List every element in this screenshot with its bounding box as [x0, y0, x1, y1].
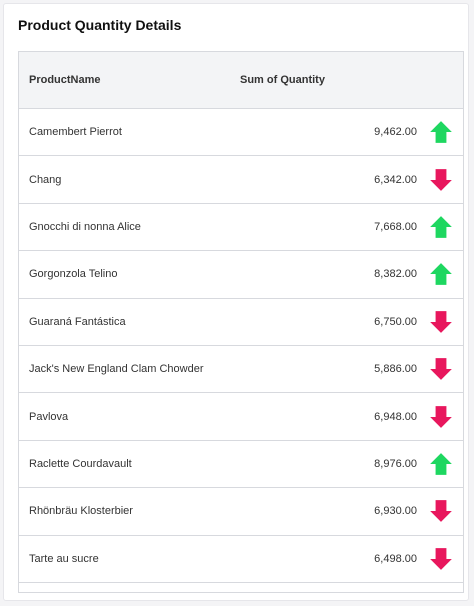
quantity-cell: 9,462.00 — [374, 126, 417, 139]
quantity-cell: 8,976.00 — [374, 457, 417, 470]
arrow-up-icon — [419, 214, 463, 240]
product-name-cell: Camembert Pierrot — [29, 126, 122, 139]
product-name-cell: Pavlova — [29, 410, 69, 423]
quantity-cell: 6,750.00 — [374, 315, 417, 328]
quantity-cell: 6,930.00 — [374, 505, 417, 518]
quantity-cell: 6,342.00 — [374, 173, 417, 186]
product-name-cell: Gnocchi di nonna Alice — [29, 220, 141, 233]
product-name-cell: Rhönbräu Klosterbier — [29, 505, 133, 518]
arrow-up-icon — [419, 261, 463, 287]
column-header-sum-of-quantity[interactable]: Sum of Quantity — [240, 74, 325, 86]
table-row[interactable]: Gnocchi di nonna Alice 7,668.00 — [19, 204, 463, 252]
arrow-down-icon — [419, 498, 463, 524]
arrow-down-icon — [419, 356, 463, 382]
grid-header: ProductName Sum of Quantity — [19, 52, 463, 109]
table-row[interactable]: Gorgonzola Telino 8,382.00 — [19, 251, 463, 299]
card-title: Product Quantity Details — [18, 17, 182, 33]
table-row[interactable]: Rhönbräu Klosterbier 6,930.00 — [19, 488, 463, 536]
product-name-cell: Tarte au sucre — [29, 552, 99, 565]
product-name-cell: Guaraná Fantástica — [29, 315, 126, 328]
table-row[interactable]: Chang 6,342.00 — [19, 156, 463, 204]
quantity-cell: 6,948.00 — [374, 410, 417, 423]
arrow-up-icon — [419, 451, 463, 477]
quantity-grid: ProductName Sum of Quantity Camembert Pi… — [18, 51, 464, 593]
quantity-cell: 8,382.00 — [374, 268, 417, 281]
table-row[interactable]: Raclette Courdavault 8,976.00 — [19, 441, 463, 489]
quantity-cell: 7,668.00 — [374, 220, 417, 233]
column-header-product-name[interactable]: ProductName — [29, 74, 101, 86]
product-quantity-card: Product Quantity Details ProductName Sum… — [3, 3, 469, 601]
grid-body: Camembert Pierrot 9,462.00 Chang 6,342.00 Gn… — [19, 109, 463, 583]
table-row[interactable]: Guaraná Fantástica 6,750.00 — [19, 299, 463, 346]
product-name-cell: Jack's New England Clam Chowder — [29, 363, 204, 376]
arrow-down-icon — [419, 309, 463, 335]
table-row[interactable]: Pavlova 6,948.00 — [19, 393, 463, 441]
table-row[interactable]: Tarte au sucre 6,498.00 — [19, 536, 463, 583]
arrow-down-icon — [419, 167, 463, 193]
quantity-cell: 6,498.00 — [374, 552, 417, 565]
table-row[interactable]: Camembert Pierrot 9,462.00 — [19, 109, 463, 157]
arrow-up-icon — [419, 119, 463, 145]
product-name-cell: Raclette Courdavault — [29, 457, 132, 470]
product-name-cell: Gorgonzola Telino — [29, 268, 118, 281]
table-row[interactable]: Jack's New England Clam Chowder 5,886.00 — [19, 346, 463, 394]
arrow-down-icon — [419, 404, 463, 430]
arrow-down-icon — [419, 546, 463, 572]
product-name-cell: Chang — [29, 173, 62, 186]
quantity-cell: 5,886.00 — [374, 363, 417, 376]
